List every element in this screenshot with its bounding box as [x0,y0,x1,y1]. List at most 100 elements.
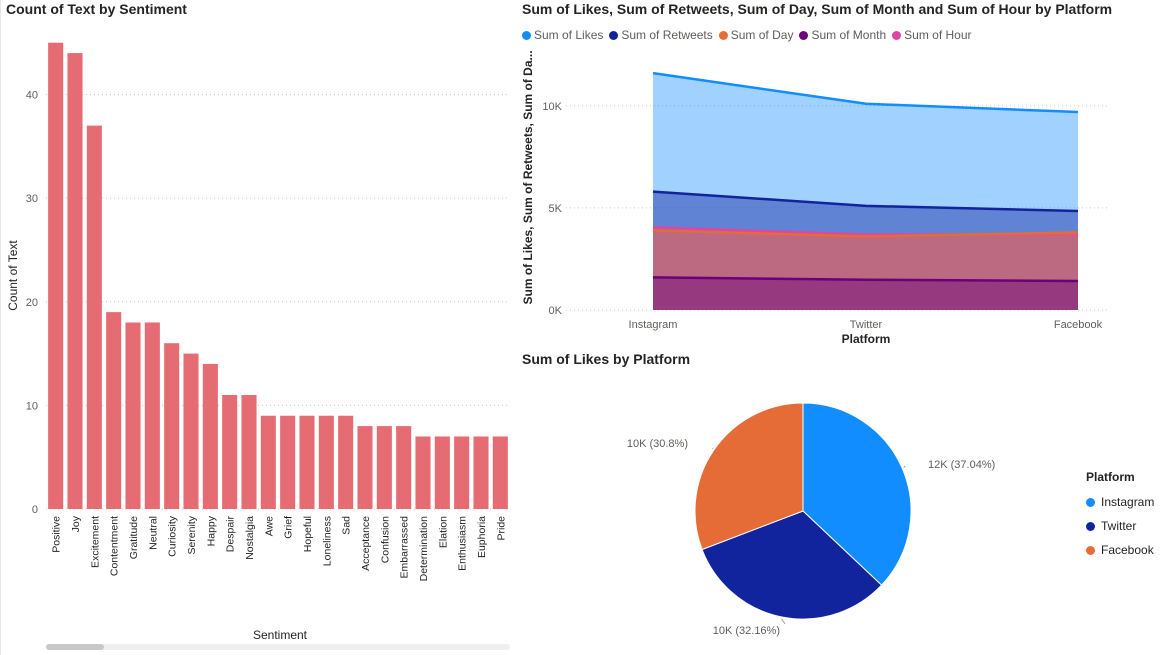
legend-item-sum-of-month[interactable]: Sum of Month [799,28,886,42]
y-axis-title: Sum of Likes, Sum of Retweets, Sum of Da… [521,50,535,304]
area-sum-of-month [653,277,1078,310]
pie-chart-legend[interactable]: Platform Instagram Twitter Facebook [1086,470,1154,562]
x-tick-label: Joy [70,515,82,532]
x-tick-label: Confusion [379,516,391,563]
bar-sad[interactable] [338,415,354,509]
legend-dot-icon [892,30,902,40]
bar-excitement[interactable] [86,125,102,510]
y-tick-label: 10K [542,101,562,113]
legend-label: Sum of Retweets [621,28,713,42]
legend-dot-icon [718,30,728,40]
y-axis-title: Count of Text [6,240,20,311]
area-chart-legend[interactable]: Sum of Likes Sum of Retweets Sum of Day Sum… [522,28,972,42]
x-axis-title: Platform [842,332,891,346]
bar-happy[interactable] [202,363,218,509]
legend-dot-icon [1086,521,1095,531]
y-tick-label: 20 [26,297,38,309]
x-tick-label: Despair [225,516,237,553]
bar-positive[interactable] [48,42,64,510]
area-sum-of-likes [653,73,1078,311]
bar-contentment[interactable] [106,312,122,509]
bar-pride[interactable] [492,436,508,509]
legend-dot-icon [1086,545,1095,555]
pie-legend-title: Platform [1086,470,1135,484]
area-chart-title: Sum of Likes, Sum of Retweets, Sum of Da… [522,1,1113,17]
bar-loneliness[interactable] [318,415,334,509]
legend-item-sum-of-likes[interactable]: Sum of Likes [522,28,603,42]
bar-despair[interactable] [222,395,238,509]
pie-legend-item-twitter[interactable]: Twitter [1086,514,1154,538]
pie-legend-item-instagram[interactable]: Instagram [1086,490,1154,514]
pie-leader-line [781,618,786,625]
x-tick-label: Pride [495,516,507,541]
legend-item-sum-of-retweets[interactable]: Sum of Retweets [609,28,713,42]
line-sum-of-month [652,276,1079,283]
pie-chart[interactable]: 12K (37.04%) 10K (32.16%) 10K (30.8%) [600,385,1020,645]
pie-data-label: 10K (30.8%) [627,438,688,450]
bar-nostalgia[interactable] [241,395,257,509]
x-tick-label: Curiosity [167,515,179,557]
bar-grief[interactable] [280,415,296,509]
area-chart[interactable]: 0K 5K 10K Instagram Twitter Facebook Platform S… [515,45,1160,350]
bar-gratitude[interactable] [125,322,141,509]
x-tick-label: Grief [283,516,295,539]
bar-chart[interactable]: 0 10 20 30 40 Positive Joy Excitement Contentmen… [0,0,515,655]
x-tick-label: Enthusiasm [457,516,469,571]
line-sum-of-retweets [652,190,1079,213]
left-border [0,0,1,655]
bar-embarrassed[interactable] [396,426,412,509]
bar-curiosity[interactable] [164,343,180,509]
pie-legend-item-facebook[interactable]: Facebook [1086,538,1154,562]
x-tick-label: Positive [51,516,63,553]
legend-label: Facebook [1101,543,1154,557]
x-tick-label: Excitement [89,516,101,568]
x-tick-label: Nostalgia [244,516,256,560]
x-tick-label: Acceptance [360,516,372,571]
y-tick-label: 30 [26,193,38,205]
bar-elation[interactable] [434,436,450,509]
x-tick-label: Awe [263,516,275,536]
x-axis-title: Sentiment [253,628,308,642]
y-tick-label: 5K [549,203,563,215]
x-tick-label: Euphoria [476,516,488,558]
legend-item-sum-of-day[interactable]: Sum of Day [718,28,794,42]
x-tick-label: Sad [341,516,353,535]
x-tick-label: Contentment [109,516,121,576]
bar-hopeful[interactable] [299,415,315,509]
x-tick-label: Elation [437,516,449,548]
y-tick-label: 10 [26,400,38,412]
bar-chart-scrollbar-track[interactable] [46,644,510,650]
legend-label: Instagram [1101,495,1155,509]
legend-label: Sum of Likes [534,28,604,42]
x-tick-label: Instagram [629,319,678,331]
y-tick-label: 0 [32,504,38,516]
bar-acceptance[interactable] [357,426,373,509]
bar-joy[interactable] [67,53,83,509]
pie-leader-line [903,465,906,468]
x-tick-label: Embarrassed [399,516,411,579]
bar-neutral[interactable] [144,322,160,509]
bar-confusion[interactable] [376,426,392,509]
legend-dot-icon [522,30,531,40]
legend-label: Sum of Hour [904,28,972,42]
pie-slice-facebook[interactable] [694,402,804,551]
legend-label: Twitter [1101,519,1137,533]
legend-dot-icon [609,30,619,40]
pie-slice-instagram[interactable] [802,402,912,586]
bar-chart-scrollbar-thumb[interactable] [46,644,104,650]
line-sum-of-likes [652,71,1079,114]
legend-item-sum-of-hour[interactable]: Sum of Hour [892,28,972,42]
legend-dot-icon [799,30,809,40]
bar-euphoria[interactable] [473,436,489,509]
x-tick-label: Serenity [186,515,198,554]
y-tick-label: 0K [549,305,563,317]
legend-label: Sum of Day [730,28,794,42]
y-tick-label: 40 [26,90,38,102]
bar-determination[interactable] [415,436,431,509]
area-sum-of-hour [653,227,1078,310]
pie-slice-twitter[interactable] [701,510,883,620]
x-tick-label: Happy [205,515,217,546]
bar-awe[interactable] [260,415,276,509]
bar-enthusiasm[interactable] [454,436,470,509]
bar-serenity[interactable] [183,353,199,509]
